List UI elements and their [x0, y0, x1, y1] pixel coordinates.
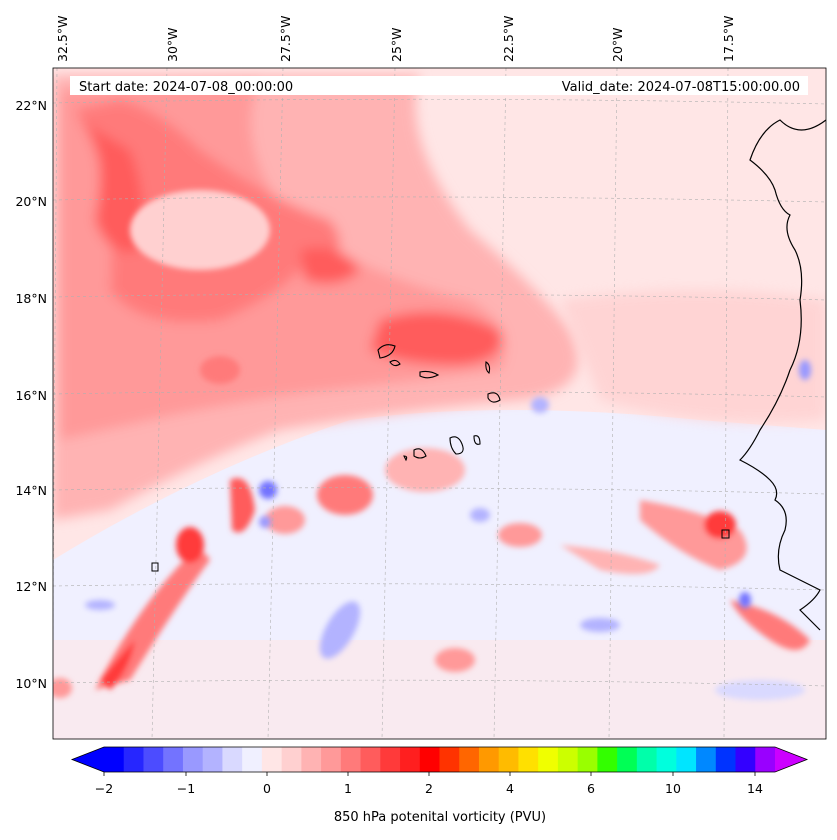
latitude-label: 16°N [15, 388, 47, 403]
field-east-pink [560, 290, 826, 423]
colorbar-segment [202, 747, 224, 772]
colorbar-segment [380, 747, 401, 772]
colorbar-segment [104, 747, 125, 772]
colorbar-segment [696, 747, 717, 772]
colorbar-segment [459, 747, 480, 772]
colorbar-segment [656, 747, 677, 772]
colorbar-title: 850 hPa potenital vorticity (PVU) [334, 810, 546, 825]
longitude-label: 32.5°W [55, 16, 70, 62]
colorbar-segment [577, 747, 598, 772]
colorbar [70, 746, 809, 773]
info-box [70, 76, 808, 95]
colorbar-segment [538, 747, 559, 772]
colorbar-ticks: −2 −1 0 1 2 4 6 10 14 [95, 772, 763, 796]
colorbar-tick-label: 1 [344, 781, 352, 796]
longitude-label: 20°W [610, 27, 625, 62]
field-blue-spots [85, 360, 811, 700]
colorbar-tick-label: −2 [95, 781, 113, 796]
colorbar-segment [617, 747, 638, 772]
latitude-label: 20°N [15, 194, 47, 209]
latitude-label: 18°N [15, 291, 47, 306]
longitude-label: 17.5°W [721, 16, 736, 62]
graticule [53, 68, 826, 739]
colorbar-segment [261, 747, 283, 772]
colorbar-tick-label: 2 [425, 781, 433, 796]
colorbar-tick-label: 6 [587, 781, 595, 796]
colorbar-segment [222, 747, 243, 772]
latitude-label: 22°N [15, 98, 47, 113]
longitude-label: 25°W [389, 27, 404, 62]
latitude-label: 10°N [15, 676, 47, 691]
contour-spot-1 [151, 562, 159, 572]
colorbar-segment [557, 747, 579, 772]
colorbar-tick-label: 10 [665, 781, 681, 796]
colorbar-segment [242, 747, 263, 772]
colorbar-segment [597, 747, 618, 772]
colorbar-segment [419, 747, 441, 772]
map-frame [52, 67, 827, 740]
colorbar-extend-low [72, 747, 104, 772]
colorbar-segment [676, 747, 697, 772]
colorbar-segment [755, 747, 776, 772]
colorbar-segment [301, 747, 322, 772]
colorbar-segment [163, 747, 184, 772]
latitude-labels: 22°N 20°N 18°N 16°N 14°N 12°N 10°N [15, 98, 47, 691]
coastline-africa [738, 119, 826, 631]
colorbar-segment [321, 747, 342, 772]
colorbar-segment [518, 747, 539, 772]
colorbar-tick-label: 14 [747, 781, 763, 796]
colorbar-segment [636, 747, 658, 772]
colorbar-segment [143, 747, 164, 772]
latitude-label: 12°N [15, 579, 47, 594]
longitude-labels: 32.5°W 30°W 27.5°W 25°W 22.5°W 20°W 17.5°W [55, 16, 736, 62]
colorbar-tick-label: −1 [177, 781, 195, 796]
colorbar-segment [400, 747, 421, 772]
colorbar-segment [715, 747, 737, 772]
colorbar-segment [478, 747, 500, 772]
colorbar-tick-label: 0 [263, 781, 271, 796]
latitude-label: 14°N [15, 483, 47, 498]
valid-date-label: Valid_date: 2024-07-08T15:00:00.00 [562, 80, 800, 95]
colorbar-tick-label: 4 [506, 781, 514, 796]
cape-verde-islands [377, 344, 501, 462]
colorbar-segment [498, 747, 520, 772]
field-south-streaks [53, 356, 810, 698]
colorbar-extend-high [775, 747, 807, 772]
colorbar-segment [182, 747, 204, 772]
longitude-label: 27.5°W [278, 16, 293, 62]
pv-field [53, 68, 826, 739]
colorbar-segment [360, 747, 381, 772]
colorbar-segment [735, 747, 756, 772]
colorbar-segment [439, 747, 460, 772]
colorbar-segment [281, 747, 302, 772]
longitude-label: 30°W [165, 27, 180, 62]
start-date-label: Start date: 2024-07-08_00:00:00 [79, 80, 293, 95]
longitude-label: 22.5°W [501, 16, 516, 62]
colorbar-segment [340, 747, 362, 772]
field-pale-patch [130, 190, 270, 270]
contour-spot-2 [721, 529, 730, 539]
colorbar-segment [123, 747, 145, 772]
